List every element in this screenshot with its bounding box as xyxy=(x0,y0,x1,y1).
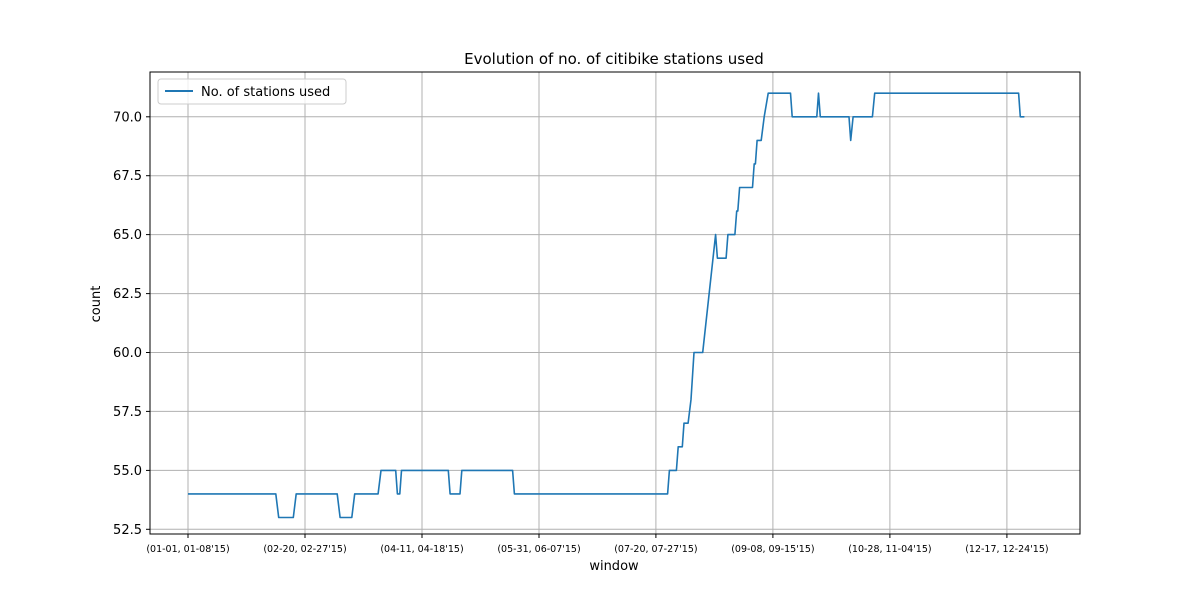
x-tick-label: (01-01, 01-08'15) xyxy=(146,544,229,555)
y-tick-label: 67.5 xyxy=(113,169,142,184)
y-tick-label: 70.0 xyxy=(113,110,142,125)
x-axis-label: window xyxy=(589,559,639,574)
y-tick-label: 57.5 xyxy=(113,405,142,420)
x-tick-label: (02-20, 02-27'15) xyxy=(263,544,346,555)
series-layer xyxy=(188,92,1025,519)
x-tick-label: (12-17, 12-24'15) xyxy=(965,544,1048,555)
x-tick-label: (05-31, 06-07'15) xyxy=(497,544,580,555)
legend-box xyxy=(157,78,347,105)
y-tick-label: 65.0 xyxy=(113,228,142,243)
chart-title: Evolution of no. of citibike stations us… xyxy=(464,50,764,68)
x-tick-label: (10-28, 11-04'15) xyxy=(848,544,931,555)
x-tick-label: (09-08, 09-15'15) xyxy=(731,544,814,555)
x-tick-label: (04-11, 04-18'15) xyxy=(380,544,463,555)
legend-label: No. of stations used xyxy=(201,85,330,100)
legend: No. of stations used xyxy=(157,78,347,105)
grid-lines xyxy=(150,72,1080,534)
y-axis-label: count xyxy=(89,286,104,323)
y-tick-label: 52.5 xyxy=(113,523,142,538)
x-tick-label: (07-20, 07-27'15) xyxy=(614,544,697,555)
y-tick-label: 62.5 xyxy=(113,287,142,302)
series-line-stations-used xyxy=(188,92,1025,519)
plot-area-frame xyxy=(149,71,1081,535)
y-tick-label: 60.0 xyxy=(113,346,142,361)
axis-ticks: 52.5 55.0 57.5 60.0 62.5 65.0 67.5 70.0 (01-01, … xyxy=(113,110,1049,555)
y-tick-label: 55.0 xyxy=(113,464,142,479)
